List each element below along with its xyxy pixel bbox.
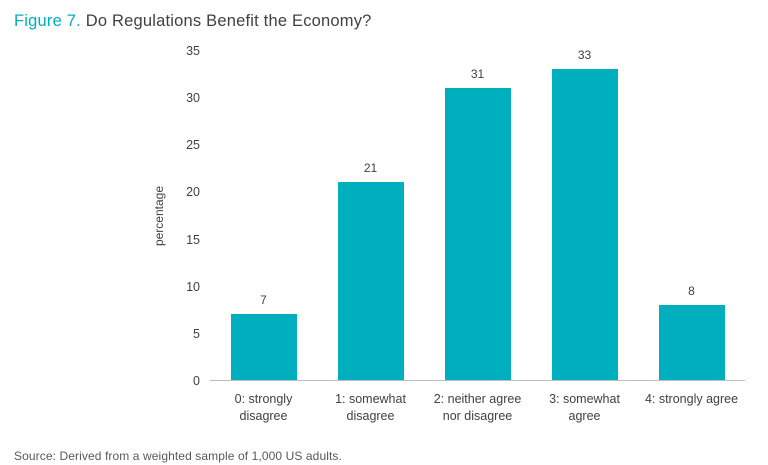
- bar-column: 21: [317, 51, 424, 380]
- x-category-label-line: agree: [568, 409, 601, 423]
- x-category-label-line: 0: strongly: [234, 392, 293, 406]
- page-title: Figure 7. Do Regulations Benefit the Eco…: [14, 12, 768, 31]
- x-category-label: 0: strongly disagree: [210, 391, 317, 425]
- bar-value-label: 8: [688, 283, 695, 298]
- y-axis-title: percentage: [148, 51, 170, 381]
- y-tick-label: 15: [186, 232, 200, 247]
- x-category-label: 3: somewhat agree: [531, 391, 638, 425]
- plot-area: 7 21 31 33 8: [210, 47, 745, 381]
- bar: [551, 68, 618, 380]
- bar-column: 31: [424, 51, 531, 380]
- x-category-label: 4: strongly agree: [638, 391, 745, 425]
- bar-column: 33: [531, 47, 638, 380]
- y-tick-label: 25: [186, 138, 200, 153]
- source-note: Source: Derived from a weighted sample o…: [14, 449, 342, 463]
- x-category-label-line: 4: strongly agree: [644, 392, 739, 406]
- bar-chart: percentage 0 5 10 15 20 25 30 35 7 21 31 33 8 0: st…: [148, 44, 745, 425]
- bar-value-label: 21: [363, 161, 378, 175]
- figure-number: Figure 7.: [14, 12, 81, 30]
- x-category-label-line: 1: somewhat: [335, 392, 406, 406]
- y-axis: 0 5 10 15 20 25 30 35: [170, 44, 210, 388]
- y-tick-label: 5: [193, 326, 200, 341]
- y-tick-label: 0: [193, 374, 200, 388]
- y-tick-label: 35: [186, 44, 200, 58]
- x-category-label-line: 2: neither agree: [433, 392, 522, 406]
- page: Figure 7. Do Regulations Benefit the Eco…: [0, 12, 768, 465]
- y-tick-label: 30: [186, 91, 200, 106]
- x-axis: 0: strongly disagree 1: somewhat disagree 2:…: [210, 381, 745, 425]
- y-tick-label: 10: [186, 279, 200, 294]
- bar-value-label: 31: [470, 66, 485, 81]
- chart-row: percentage 0 5 10 15 20 25 30 35 7 21 31 33 8: [148, 44, 745, 388]
- bar-column: 8: [638, 51, 745, 380]
- x-category-label-line: disagree: [239, 409, 288, 423]
- bar: [658, 304, 725, 380]
- x-category-label: 2: neither agree nor disagree: [424, 391, 531, 425]
- y-axis-title-text: percentage: [152, 185, 166, 247]
- x-category-label-line: 3: somewhat: [549, 392, 620, 406]
- bar-value-label: 33: [577, 47, 592, 62]
- bar-column: 7: [210, 51, 317, 380]
- x-category-label-line: disagree: [346, 409, 395, 423]
- bar: [444, 87, 511, 380]
- bar-value-label: 7: [260, 293, 267, 307]
- x-category-label: 1: somewhat disagree: [317, 391, 424, 425]
- x-category-label-line: nor disagree: [442, 409, 513, 423]
- figure-title-text: Do Regulations Benefit the Economy?: [85, 12, 372, 30]
- bar: [337, 182, 404, 380]
- y-tick-label: 20: [186, 185, 200, 200]
- bar: [230, 314, 297, 380]
